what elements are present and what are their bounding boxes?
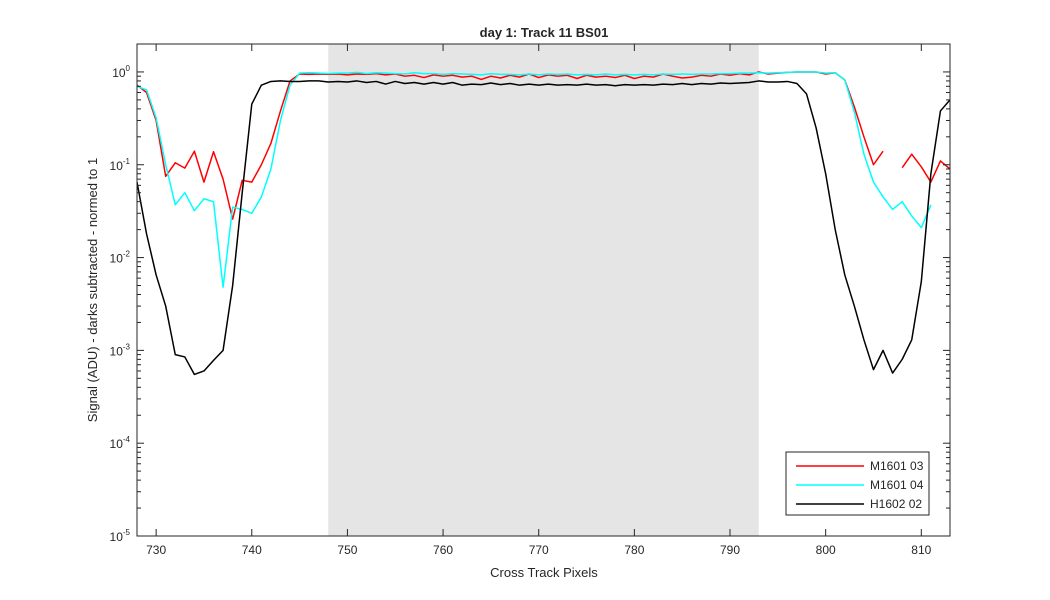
series-line-1 xyxy=(137,71,950,220)
legend-label-2: M1601 04 xyxy=(870,478,924,492)
plot-area-border xyxy=(136,43,951,537)
series-layer xyxy=(137,71,950,376)
legend: M1601 03 M1601 04 H1602 02 xyxy=(785,451,930,516)
legend-label-3: H1602 02 xyxy=(870,497,922,511)
x-axis-ticks: 730 740 750 760 770 780 790 800 810 xyxy=(146,44,932,557)
x-tick-label: 780 xyxy=(624,543,644,557)
series-line-3 xyxy=(137,80,950,376)
x-tick-label: 800 xyxy=(816,543,836,557)
y-tick-label: 10-1 xyxy=(110,157,131,173)
x-tick-label: 730 xyxy=(146,543,166,557)
y-axis-label: Signal (ADU) - darks subtracted - normed… xyxy=(85,158,100,422)
y-axis-ticks: 10-5 10-4 10-3 10-2 10-1 100 xyxy=(110,43,950,544)
series-line-2 xyxy=(137,71,932,288)
legend-label-1: M1601 03 xyxy=(870,459,924,473)
y-tick-label: 10-5 xyxy=(110,528,131,544)
shaded-region xyxy=(328,44,759,536)
x-tick-label: 740 xyxy=(242,543,262,557)
shaded-region-layer xyxy=(328,44,759,536)
y-tick-label: 10-3 xyxy=(110,342,131,358)
y-tick-label: 100 xyxy=(112,64,130,80)
x-tick-label: 810 xyxy=(911,543,931,557)
x-axis-label: Cross Track Pixels xyxy=(490,565,598,580)
x-tick-label: 770 xyxy=(529,543,549,557)
x-tick-label: 750 xyxy=(337,543,357,557)
y-tick-label: 10-4 xyxy=(110,435,131,451)
x-tick-label: 760 xyxy=(433,543,453,557)
x-tick-label: 790 xyxy=(720,543,740,557)
chart-title: day 1: Track 11 BS01 xyxy=(480,25,609,40)
y-tick-label: 10-2 xyxy=(110,250,131,266)
